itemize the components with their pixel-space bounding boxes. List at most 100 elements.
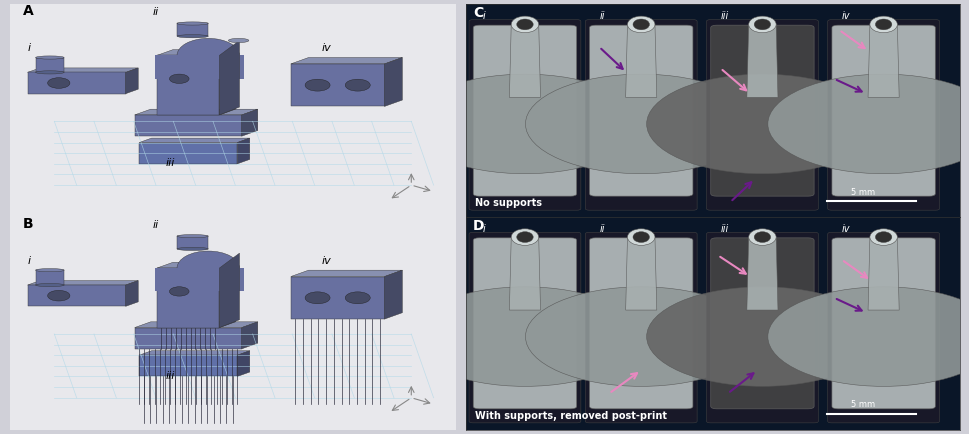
Polygon shape [291,64,384,106]
Circle shape [646,287,877,386]
Polygon shape [746,24,777,97]
Ellipse shape [874,19,891,30]
Polygon shape [157,56,219,115]
Polygon shape [291,270,402,276]
Polygon shape [509,237,540,310]
Polygon shape [746,237,777,310]
Circle shape [345,79,370,91]
FancyBboxPatch shape [469,232,580,423]
Text: i: i [27,43,31,53]
Circle shape [345,292,370,304]
Polygon shape [625,237,656,310]
Circle shape [767,74,969,174]
Polygon shape [291,276,384,319]
Polygon shape [176,236,208,249]
Ellipse shape [869,16,896,33]
Ellipse shape [176,38,239,72]
Text: C: C [473,6,483,20]
Text: ii: ii [599,11,604,21]
Ellipse shape [627,229,654,245]
Text: iii: iii [720,11,728,21]
FancyBboxPatch shape [589,238,692,409]
Polygon shape [135,328,241,349]
Text: No supports: No supports [475,198,542,208]
FancyBboxPatch shape [589,25,692,196]
Polygon shape [27,285,126,306]
Text: iii: iii [166,371,175,381]
Polygon shape [139,142,237,164]
Polygon shape [139,351,249,355]
Text: ii: ii [599,224,604,234]
Circle shape [409,287,641,386]
Ellipse shape [633,232,649,243]
FancyBboxPatch shape [584,20,697,210]
FancyBboxPatch shape [827,232,939,423]
Ellipse shape [36,283,64,286]
Polygon shape [237,351,249,376]
FancyBboxPatch shape [584,232,697,423]
FancyBboxPatch shape [827,20,939,210]
FancyBboxPatch shape [710,25,813,196]
Polygon shape [237,138,249,164]
FancyBboxPatch shape [469,20,580,210]
Ellipse shape [748,16,775,33]
Ellipse shape [176,234,208,238]
Polygon shape [135,109,258,115]
Polygon shape [36,270,64,285]
Polygon shape [384,57,402,106]
FancyBboxPatch shape [831,238,934,409]
Text: iii: iii [720,224,728,234]
FancyBboxPatch shape [705,232,818,423]
Text: iv: iv [322,43,331,53]
Polygon shape [157,262,235,268]
Ellipse shape [516,232,533,243]
Polygon shape [241,109,258,136]
Ellipse shape [176,35,208,38]
Text: 5 mm: 5 mm [851,187,875,197]
Ellipse shape [869,229,896,245]
Ellipse shape [228,38,249,43]
Text: B: B [23,217,34,230]
Text: i: i [483,224,485,234]
Ellipse shape [511,16,538,33]
Polygon shape [157,49,235,56]
Ellipse shape [36,269,64,272]
Circle shape [305,79,329,91]
Ellipse shape [633,19,649,30]
Text: ii: ii [152,220,159,230]
FancyBboxPatch shape [473,238,576,409]
Polygon shape [126,68,138,94]
Polygon shape [135,322,258,328]
Circle shape [170,74,189,83]
Polygon shape [291,57,402,64]
Circle shape [646,74,877,174]
FancyBboxPatch shape [831,25,934,196]
Polygon shape [384,270,402,319]
Text: i: i [27,256,31,266]
Circle shape [305,292,329,304]
Ellipse shape [754,19,769,30]
Circle shape [767,287,969,386]
Text: A: A [23,4,34,18]
Polygon shape [27,68,138,72]
FancyBboxPatch shape [473,25,576,196]
Polygon shape [139,355,237,376]
Polygon shape [509,24,540,97]
Polygon shape [154,268,244,292]
Text: iii: iii [166,158,175,168]
Circle shape [409,74,641,174]
Circle shape [525,74,756,174]
Text: i: i [483,11,485,21]
Ellipse shape [176,251,239,285]
Ellipse shape [36,71,64,74]
Polygon shape [176,23,208,36]
Polygon shape [219,49,235,115]
Polygon shape [135,115,241,136]
Polygon shape [219,253,239,328]
Polygon shape [625,24,656,97]
FancyBboxPatch shape [710,238,813,409]
Circle shape [525,287,756,386]
Ellipse shape [511,229,538,245]
Ellipse shape [627,16,654,33]
Circle shape [47,78,70,89]
